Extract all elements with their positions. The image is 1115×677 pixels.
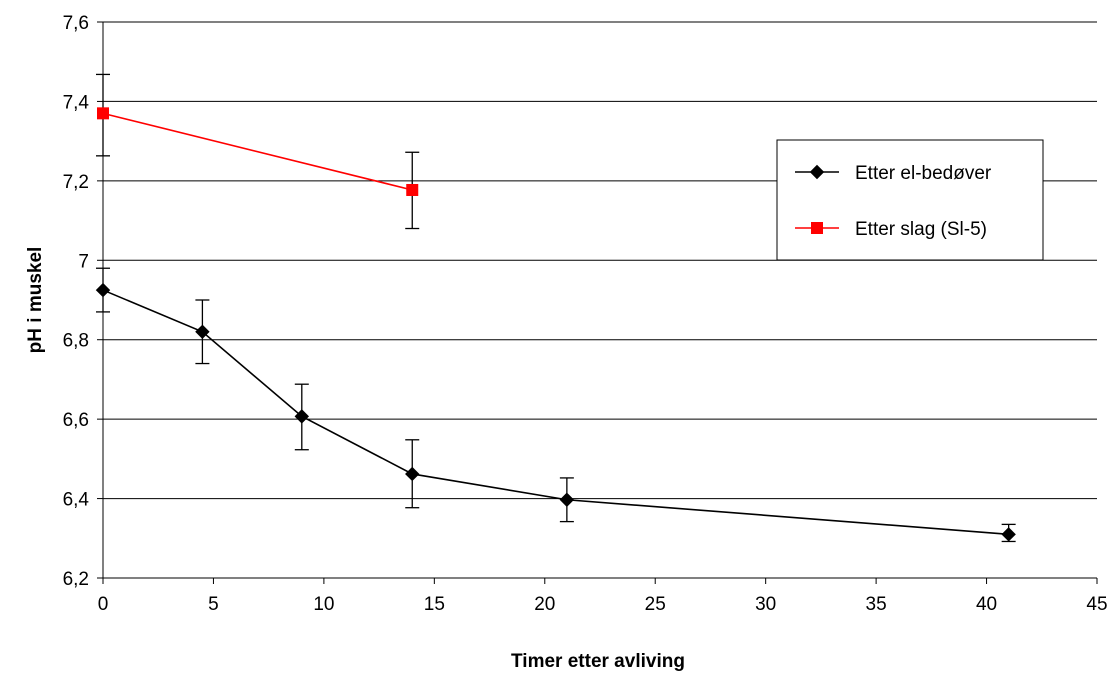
x-tick-label: 45 <box>1086 594 1107 615</box>
data-point <box>195 324 210 339</box>
legend-marker <box>811 222 823 234</box>
data-point <box>405 466 420 482</box>
y-tick-label: 7,2 <box>63 172 89 193</box>
y-tick-label: 7,6 <box>63 13 89 34</box>
y-axis-title: pH i muskel <box>25 247 46 354</box>
x-tick-label: 25 <box>645 594 666 615</box>
series-line <box>102 289 1009 536</box>
x-tick-label: 10 <box>313 594 334 615</box>
x-tick-label: 30 <box>755 594 776 615</box>
y-tick-label: 6,8 <box>63 331 89 352</box>
data-point <box>294 409 310 424</box>
legend-marker <box>809 164 825 180</box>
y-tick-label: 6,2 <box>63 569 89 590</box>
legend: Etter el-bedøver Etter slag (Sl-5) <box>776 139 1044 261</box>
data-series <box>95 73 1016 543</box>
x-tick-label: 5 <box>208 594 219 615</box>
legend-label: Etter el-bedøver <box>855 163 992 184</box>
x-tick-label: 15 <box>424 594 445 615</box>
legend-box <box>776 139 1044 261</box>
y-tick-label: 7,4 <box>63 92 90 113</box>
gridlines <box>103 21 1097 500</box>
tick-labels: 6,2 6,4 6,6 6,8 7 7,2 7,4 7,6 0 5 10 15 20 25 30 35 40 45 <box>63 13 1108 615</box>
series-line <box>102 112 413 191</box>
x-axis-title: Timer etter avliving <box>511 651 685 672</box>
data-point <box>97 107 109 120</box>
x-tick-label: 20 <box>534 594 555 615</box>
y-tick-label: 6,4 <box>63 490 90 511</box>
x-tick-label: 0 <box>98 594 109 615</box>
x-tick-label: 35 <box>866 594 887 615</box>
data-point <box>559 492 575 507</box>
legend-label: Etter slag (Sl-5) <box>855 219 987 240</box>
data-point <box>95 282 111 298</box>
data-point <box>406 183 419 196</box>
y-tick-label: 6,6 <box>63 410 89 431</box>
axes <box>97 21 1098 584</box>
x-tick-label: 40 <box>976 594 997 615</box>
y-tick-label: 7 <box>78 251 89 272</box>
series-2 <box>96 73 420 230</box>
data-point <box>1001 527 1016 542</box>
series-1 <box>95 267 1016 543</box>
